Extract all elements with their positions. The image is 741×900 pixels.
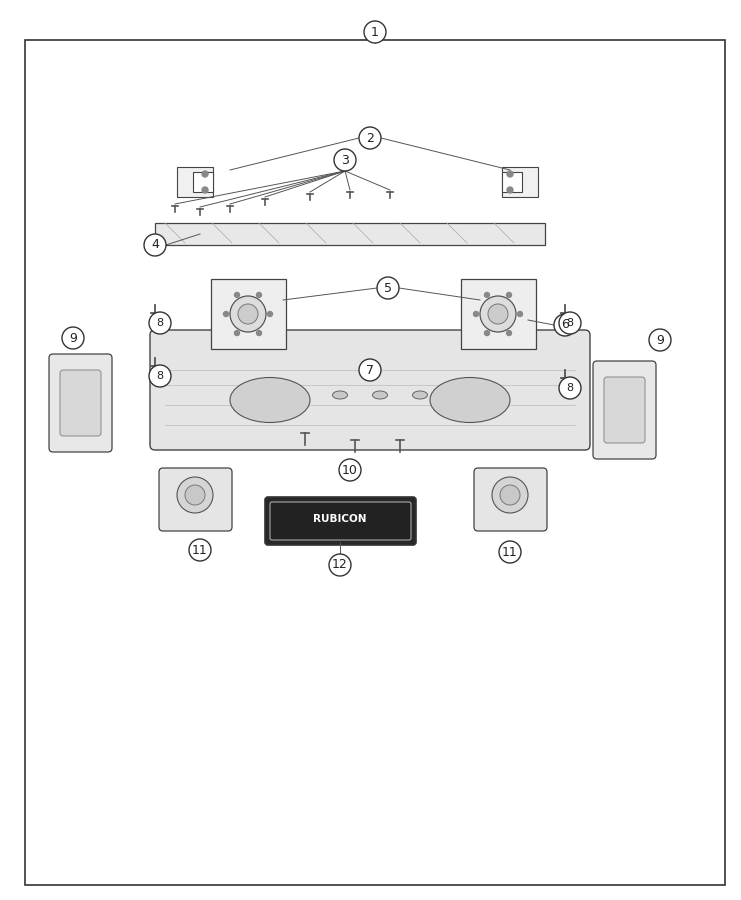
Circle shape — [238, 304, 258, 324]
Circle shape — [230, 296, 266, 332]
Circle shape — [202, 187, 208, 193]
Text: 9: 9 — [69, 331, 77, 345]
Circle shape — [517, 311, 522, 317]
Circle shape — [144, 234, 166, 256]
Text: 11: 11 — [502, 545, 518, 559]
Circle shape — [359, 359, 381, 381]
FancyBboxPatch shape — [60, 370, 101, 436]
FancyBboxPatch shape — [593, 361, 656, 459]
Circle shape — [202, 171, 208, 177]
Ellipse shape — [373, 391, 388, 399]
Text: 7: 7 — [366, 364, 374, 376]
FancyBboxPatch shape — [604, 377, 645, 443]
Text: 6: 6 — [561, 319, 569, 331]
Circle shape — [649, 329, 671, 351]
Circle shape — [62, 327, 84, 349]
Circle shape — [488, 304, 508, 324]
Circle shape — [149, 312, 171, 334]
Bar — [193, 172, 213, 192]
Text: 8: 8 — [156, 371, 164, 381]
Circle shape — [559, 312, 581, 334]
FancyBboxPatch shape — [25, 40, 725, 885]
Bar — [502, 172, 522, 192]
Bar — [502, 167, 538, 197]
Circle shape — [485, 330, 490, 336]
FancyBboxPatch shape — [474, 468, 547, 531]
FancyBboxPatch shape — [265, 497, 416, 545]
Circle shape — [224, 311, 228, 317]
Text: 10: 10 — [342, 464, 358, 476]
Bar — [211, 279, 286, 349]
Text: 2: 2 — [366, 131, 374, 145]
Text: 1: 1 — [371, 25, 379, 39]
Bar — [177, 167, 213, 197]
Ellipse shape — [430, 377, 510, 422]
Text: 9: 9 — [656, 334, 664, 346]
Circle shape — [559, 377, 581, 399]
Circle shape — [480, 296, 516, 332]
Circle shape — [507, 330, 511, 336]
Circle shape — [177, 477, 213, 513]
Text: 3: 3 — [341, 154, 349, 166]
Circle shape — [234, 330, 239, 336]
Ellipse shape — [333, 391, 348, 399]
Circle shape — [377, 277, 399, 299]
Circle shape — [339, 459, 361, 481]
Circle shape — [189, 539, 211, 561]
Bar — [461, 279, 536, 349]
Text: 8: 8 — [156, 318, 164, 328]
Circle shape — [507, 292, 511, 297]
Ellipse shape — [230, 377, 310, 422]
Circle shape — [500, 485, 520, 505]
Circle shape — [507, 187, 513, 193]
Circle shape — [485, 292, 490, 297]
Circle shape — [234, 292, 239, 297]
Circle shape — [492, 477, 528, 513]
Circle shape — [359, 127, 381, 149]
FancyBboxPatch shape — [270, 502, 411, 540]
Circle shape — [268, 311, 273, 317]
Text: RUBICON: RUBICON — [313, 514, 367, 524]
Circle shape — [256, 330, 262, 336]
Text: 12: 12 — [332, 559, 348, 572]
Circle shape — [507, 171, 513, 177]
Circle shape — [364, 21, 386, 43]
Circle shape — [554, 314, 576, 336]
Circle shape — [499, 541, 521, 563]
FancyBboxPatch shape — [159, 468, 232, 531]
Circle shape — [185, 485, 205, 505]
Text: 8: 8 — [566, 383, 574, 393]
Circle shape — [473, 311, 479, 317]
Text: 11: 11 — [192, 544, 208, 556]
Circle shape — [256, 292, 262, 297]
Circle shape — [149, 365, 171, 387]
FancyBboxPatch shape — [49, 354, 112, 452]
Ellipse shape — [413, 391, 428, 399]
Circle shape — [334, 149, 356, 171]
Text: 5: 5 — [384, 282, 392, 294]
Circle shape — [329, 554, 351, 576]
FancyBboxPatch shape — [150, 330, 590, 450]
Text: 4: 4 — [151, 238, 159, 251]
FancyBboxPatch shape — [155, 223, 545, 245]
Text: 8: 8 — [566, 318, 574, 328]
